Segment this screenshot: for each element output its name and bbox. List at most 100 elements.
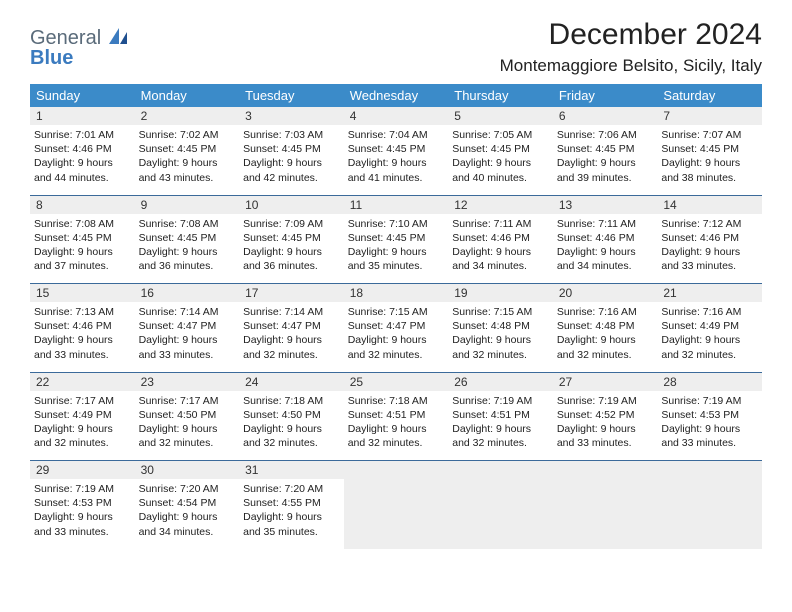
daylight-line: Daylight: 9 hours and 32 minutes. bbox=[139, 422, 236, 450]
day-content-cell: Sunrise: 7:16 AMSunset: 4:49 PMDaylight:… bbox=[657, 302, 762, 372]
day-content-cell: Sunrise: 7:09 AMSunset: 4:45 PMDaylight:… bbox=[239, 214, 344, 284]
sunrise-line: Sunrise: 7:17 AM bbox=[34, 394, 131, 408]
sunrise-line: Sunrise: 7:19 AM bbox=[452, 394, 549, 408]
sunrise-line: Sunrise: 7:14 AM bbox=[243, 305, 340, 319]
header: General Blue December 2024 Montemaggiore… bbox=[30, 18, 762, 76]
day-number-cell: 12 bbox=[448, 195, 553, 214]
sunrise-line: Sunrise: 7:09 AM bbox=[243, 217, 340, 231]
day-number-cell: 18 bbox=[344, 284, 449, 303]
day-number-cell bbox=[448, 461, 553, 480]
sunrise-line: Sunrise: 7:02 AM bbox=[139, 128, 236, 142]
day-content-cell bbox=[657, 479, 762, 549]
day-content-cell: Sunrise: 7:20 AMSunset: 4:55 PMDaylight:… bbox=[239, 479, 344, 549]
daylight-line: Daylight: 9 hours and 36 minutes. bbox=[139, 245, 236, 273]
sunset-line: Sunset: 4:46 PM bbox=[34, 319, 131, 333]
calendar-table: Sunday Monday Tuesday Wednesday Thursday… bbox=[30, 84, 762, 549]
day-content-cell bbox=[553, 479, 658, 549]
sunset-line: Sunset: 4:53 PM bbox=[34, 496, 131, 510]
day-number-cell: 20 bbox=[553, 284, 658, 303]
daylight-line: Daylight: 9 hours and 32 minutes. bbox=[34, 422, 131, 450]
day-number-cell: 21 bbox=[657, 284, 762, 303]
day-content-cell: Sunrise: 7:01 AMSunset: 4:46 PMDaylight:… bbox=[30, 125, 135, 195]
logo-word-1: General bbox=[30, 27, 101, 49]
col-thursday: Thursday bbox=[448, 84, 553, 107]
daynum-row: 293031 bbox=[30, 461, 762, 480]
daylight-line: Daylight: 9 hours and 32 minutes. bbox=[243, 333, 340, 361]
daylight-line: Daylight: 9 hours and 42 minutes. bbox=[243, 156, 340, 184]
day-content-cell: Sunrise: 7:11 AMSunset: 4:46 PMDaylight:… bbox=[553, 214, 658, 284]
content-row: Sunrise: 7:19 AMSunset: 4:53 PMDaylight:… bbox=[30, 479, 762, 549]
sunrise-line: Sunrise: 7:16 AM bbox=[557, 305, 654, 319]
sunset-line: Sunset: 4:51 PM bbox=[452, 408, 549, 422]
sunset-line: Sunset: 4:45 PM bbox=[243, 231, 340, 245]
sunset-line: Sunset: 4:46 PM bbox=[452, 231, 549, 245]
day-number-cell: 26 bbox=[448, 372, 553, 391]
daylight-line: Daylight: 9 hours and 32 minutes. bbox=[348, 333, 445, 361]
day-content-cell: Sunrise: 7:05 AMSunset: 4:45 PMDaylight:… bbox=[448, 125, 553, 195]
day-number-cell: 10 bbox=[239, 195, 344, 214]
daylight-line: Daylight: 9 hours and 41 minutes. bbox=[348, 156, 445, 184]
sunset-line: Sunset: 4:52 PM bbox=[557, 408, 654, 422]
daylight-line: Daylight: 9 hours and 36 minutes. bbox=[243, 245, 340, 273]
sunrise-line: Sunrise: 7:07 AM bbox=[661, 128, 758, 142]
sunset-line: Sunset: 4:46 PM bbox=[661, 231, 758, 245]
day-number-cell: 30 bbox=[135, 461, 240, 480]
content-row: Sunrise: 7:08 AMSunset: 4:45 PMDaylight:… bbox=[30, 214, 762, 284]
day-content-cell: Sunrise: 7:20 AMSunset: 4:54 PMDaylight:… bbox=[135, 479, 240, 549]
col-sunday: Sunday bbox=[30, 84, 135, 107]
sunrise-line: Sunrise: 7:06 AM bbox=[557, 128, 654, 142]
sunset-line: Sunset: 4:45 PM bbox=[661, 142, 758, 156]
day-content-cell: Sunrise: 7:10 AMSunset: 4:45 PMDaylight:… bbox=[344, 214, 449, 284]
daylight-line: Daylight: 9 hours and 33 minutes. bbox=[661, 422, 758, 450]
day-content-cell: Sunrise: 7:19 AMSunset: 4:52 PMDaylight:… bbox=[553, 391, 658, 461]
day-number-cell: 4 bbox=[344, 107, 449, 125]
day-content-cell: Sunrise: 7:19 AMSunset: 4:51 PMDaylight:… bbox=[448, 391, 553, 461]
daylight-line: Daylight: 9 hours and 34 minutes. bbox=[557, 245, 654, 273]
daylight-line: Daylight: 9 hours and 33 minutes. bbox=[661, 245, 758, 273]
day-number-cell: 17 bbox=[239, 284, 344, 303]
logo-sail-icon bbox=[109, 28, 129, 48]
daylight-line: Daylight: 9 hours and 34 minutes. bbox=[452, 245, 549, 273]
page-title: December 2024 bbox=[500, 18, 762, 52]
sunset-line: Sunset: 4:45 PM bbox=[452, 142, 549, 156]
day-content-cell: Sunrise: 7:18 AMSunset: 4:50 PMDaylight:… bbox=[239, 391, 344, 461]
sunset-line: Sunset: 4:50 PM bbox=[243, 408, 340, 422]
daylight-line: Daylight: 9 hours and 43 minutes. bbox=[139, 156, 236, 184]
day-content-cell: Sunrise: 7:17 AMSunset: 4:50 PMDaylight:… bbox=[135, 391, 240, 461]
day-content-cell: Sunrise: 7:18 AMSunset: 4:51 PMDaylight:… bbox=[344, 391, 449, 461]
col-saturday: Saturday bbox=[657, 84, 762, 107]
daylight-line: Daylight: 9 hours and 33 minutes. bbox=[34, 333, 131, 361]
col-wednesday: Wednesday bbox=[344, 84, 449, 107]
sunset-line: Sunset: 4:54 PM bbox=[139, 496, 236, 510]
sunrise-line: Sunrise: 7:03 AM bbox=[243, 128, 340, 142]
sunset-line: Sunset: 4:47 PM bbox=[243, 319, 340, 333]
sunset-line: Sunset: 4:46 PM bbox=[34, 142, 131, 156]
day-content-cell: Sunrise: 7:08 AMSunset: 4:45 PMDaylight:… bbox=[135, 214, 240, 284]
sunset-line: Sunset: 4:55 PM bbox=[243, 496, 340, 510]
day-content-cell: Sunrise: 7:17 AMSunset: 4:49 PMDaylight:… bbox=[30, 391, 135, 461]
day-number-cell: 5 bbox=[448, 107, 553, 125]
day-content-cell bbox=[448, 479, 553, 549]
day-number-cell: 14 bbox=[657, 195, 762, 214]
day-content-cell bbox=[344, 479, 449, 549]
day-number-cell bbox=[553, 461, 658, 480]
day-content-cell: Sunrise: 7:19 AMSunset: 4:53 PMDaylight:… bbox=[657, 391, 762, 461]
sunset-line: Sunset: 4:45 PM bbox=[34, 231, 131, 245]
day-content-cell: Sunrise: 7:06 AMSunset: 4:45 PMDaylight:… bbox=[553, 125, 658, 195]
day-content-cell: Sunrise: 7:08 AMSunset: 4:45 PMDaylight:… bbox=[30, 214, 135, 284]
day-number-cell: 2 bbox=[135, 107, 240, 125]
sunset-line: Sunset: 4:48 PM bbox=[557, 319, 654, 333]
logo-text: General Blue bbox=[30, 28, 129, 68]
day-number-cell bbox=[657, 461, 762, 480]
day-number-cell: 6 bbox=[553, 107, 658, 125]
col-friday: Friday bbox=[553, 84, 658, 107]
sunset-line: Sunset: 4:45 PM bbox=[348, 142, 445, 156]
daylight-line: Daylight: 9 hours and 39 minutes. bbox=[557, 156, 654, 184]
daynum-row: 1234567 bbox=[30, 107, 762, 125]
day-number-cell: 31 bbox=[239, 461, 344, 480]
day-number-cell: 28 bbox=[657, 372, 762, 391]
sunset-line: Sunset: 4:47 PM bbox=[139, 319, 236, 333]
daylight-line: Daylight: 9 hours and 44 minutes. bbox=[34, 156, 131, 184]
daylight-line: Daylight: 9 hours and 38 minutes. bbox=[661, 156, 758, 184]
sunset-line: Sunset: 4:49 PM bbox=[661, 319, 758, 333]
